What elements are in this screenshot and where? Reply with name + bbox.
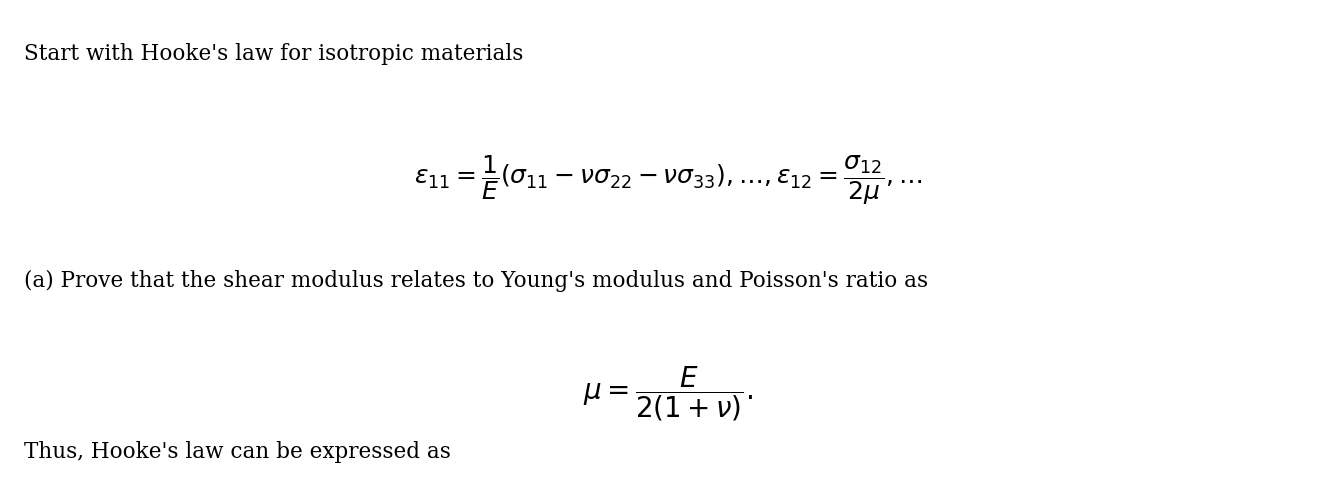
Text: Thus, Hooke's law can be expressed as: Thus, Hooke's law can be expressed as	[24, 441, 452, 463]
Text: Start with Hooke's law for isotropic materials: Start with Hooke's law for isotropic mat…	[24, 43, 524, 66]
Text: (a) Prove that the shear modulus relates to Young's modulus and Poisson's ratio : (a) Prove that the shear modulus relates…	[24, 270, 929, 292]
Text: $\varepsilon_{11} = \dfrac{1}{E}\left(\sigma_{11} - \nu\sigma_{22} - \nu\sigma_{: $\varepsilon_{11} = \dfrac{1}{E}\left(\s…	[414, 154, 922, 207]
Text: $\mu = \dfrac{E}{2(1+\nu)}.$: $\mu = \dfrac{E}{2(1+\nu)}.$	[582, 364, 754, 423]
